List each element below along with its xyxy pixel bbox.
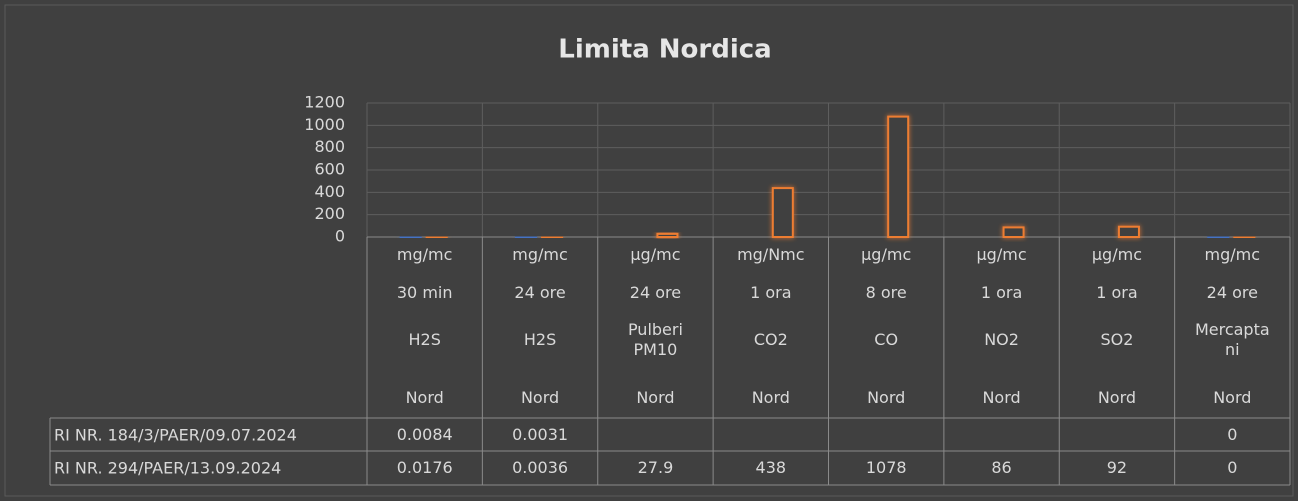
data-label: 0 <box>1227 458 1238 477</box>
legend-entry: RI NR. 294/PAER/13.09.2024 <box>54 458 282 478</box>
category-label: µg/mc <box>976 245 1027 264</box>
bar <box>656 232 679 239</box>
bar <box>1002 226 1025 239</box>
category-label: Nord <box>636 388 675 407</box>
category-label: 1 ora <box>980 283 1023 302</box>
category-label: Mercaptani <box>1194 320 1270 359</box>
category-label: H2S <box>523 330 557 349</box>
category-label: CO2 <box>753 330 788 349</box>
category-label: 30 min <box>396 283 453 302</box>
category-label: Nord <box>1097 388 1137 407</box>
y-tick-label: 400 <box>314 182 345 201</box>
data-label: 1078 <box>865 458 907 477</box>
category-label: SO2 <box>1100 330 1134 349</box>
data-label: 0.0031 <box>512 424 569 444</box>
y-tick-label: 800 <box>314 137 345 156</box>
y-tick-label: 1200 <box>304 93 345 112</box>
bar <box>1233 236 1256 239</box>
y-tick-label: 1000 <box>304 115 345 134</box>
bar <box>771 187 794 238</box>
data-label: 0.0084 <box>396 424 453 444</box>
category-label: µg/mc <box>861 245 912 264</box>
y-tick-label: 600 <box>314 160 345 179</box>
bar <box>399 235 422 239</box>
data-label: 438 <box>755 458 787 477</box>
data-label: 0 <box>1227 424 1238 444</box>
y-tick-label: 0 <box>335 227 345 246</box>
legend-entry: RI NR. 184/3/PAER/09.07.2024 <box>54 425 297 444</box>
category-label: CO <box>874 330 899 349</box>
category-label: NO2 <box>984 330 1019 349</box>
y-tick-label: 200 <box>314 204 345 223</box>
bar <box>887 115 910 238</box>
category-label: µg/mc <box>1091 245 1142 264</box>
bar <box>1207 236 1230 239</box>
bar <box>425 235 448 239</box>
category-label: Nord <box>751 388 790 407</box>
category-label: 24 ore <box>629 283 682 302</box>
data-label: 27.9 <box>637 458 674 477</box>
category-label: H2S <box>408 330 441 349</box>
category-label: 24 ore <box>1206 283 1258 302</box>
category-label: 1 ora <box>1096 283 1138 302</box>
category-label: Nord <box>867 388 906 407</box>
chart-title: Limita Nordica <box>558 35 771 65</box>
bar <box>515 235 538 239</box>
data-label: 92 <box>1106 458 1128 477</box>
data-label: 0.0176 <box>396 458 453 477</box>
category-label: Nord <box>405 388 444 407</box>
category-label: mg/mc <box>1204 245 1261 264</box>
category-label: 24 ore <box>514 283 566 302</box>
data-label: 0.0036 <box>512 458 569 477</box>
category-label: 8 ore <box>865 283 907 302</box>
category-label: Nord <box>982 388 1021 407</box>
bar <box>541 235 564 239</box>
bar <box>1117 225 1140 239</box>
chart-border <box>4 4 1294 497</box>
category-label: Nord <box>1213 388 1252 407</box>
category-label: mg/Nmc <box>737 245 805 264</box>
category-label: Pulberi PM10 <box>627 320 683 359</box>
category-label: 1 ora <box>750 283 792 302</box>
category-label: mg/mc <box>396 245 453 264</box>
data-label: 86 <box>991 458 1012 477</box>
category-label: mg/mc <box>512 245 568 264</box>
category-label: Nord <box>520 388 560 407</box>
category-label: µg/mc <box>630 245 681 264</box>
